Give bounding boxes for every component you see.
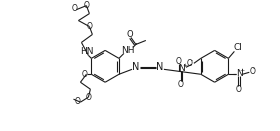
Text: O: O: [249, 67, 255, 76]
Text: HN: HN: [80, 47, 93, 56]
Text: N: N: [179, 64, 185, 73]
Text: O: O: [176, 57, 182, 66]
Text: O: O: [81, 70, 87, 79]
Text: O: O: [71, 4, 77, 13]
Text: O: O: [83, 1, 89, 10]
Text: Cl: Cl: [234, 43, 243, 52]
Text: O: O: [187, 59, 193, 68]
Text: +: +: [240, 68, 245, 73]
Text: O: O: [74, 97, 80, 106]
Text: -: -: [191, 58, 193, 63]
Text: O: O: [85, 93, 91, 102]
Text: O: O: [127, 30, 133, 39]
Text: N: N: [236, 69, 243, 78]
Text: N: N: [132, 62, 140, 72]
Text: N: N: [156, 62, 164, 72]
Text: +: +: [182, 63, 188, 68]
Text: NH: NH: [121, 46, 135, 55]
Text: O: O: [87, 22, 92, 31]
Text: O: O: [178, 80, 184, 89]
Text: O: O: [235, 85, 241, 94]
Text: -: -: [253, 66, 255, 71]
